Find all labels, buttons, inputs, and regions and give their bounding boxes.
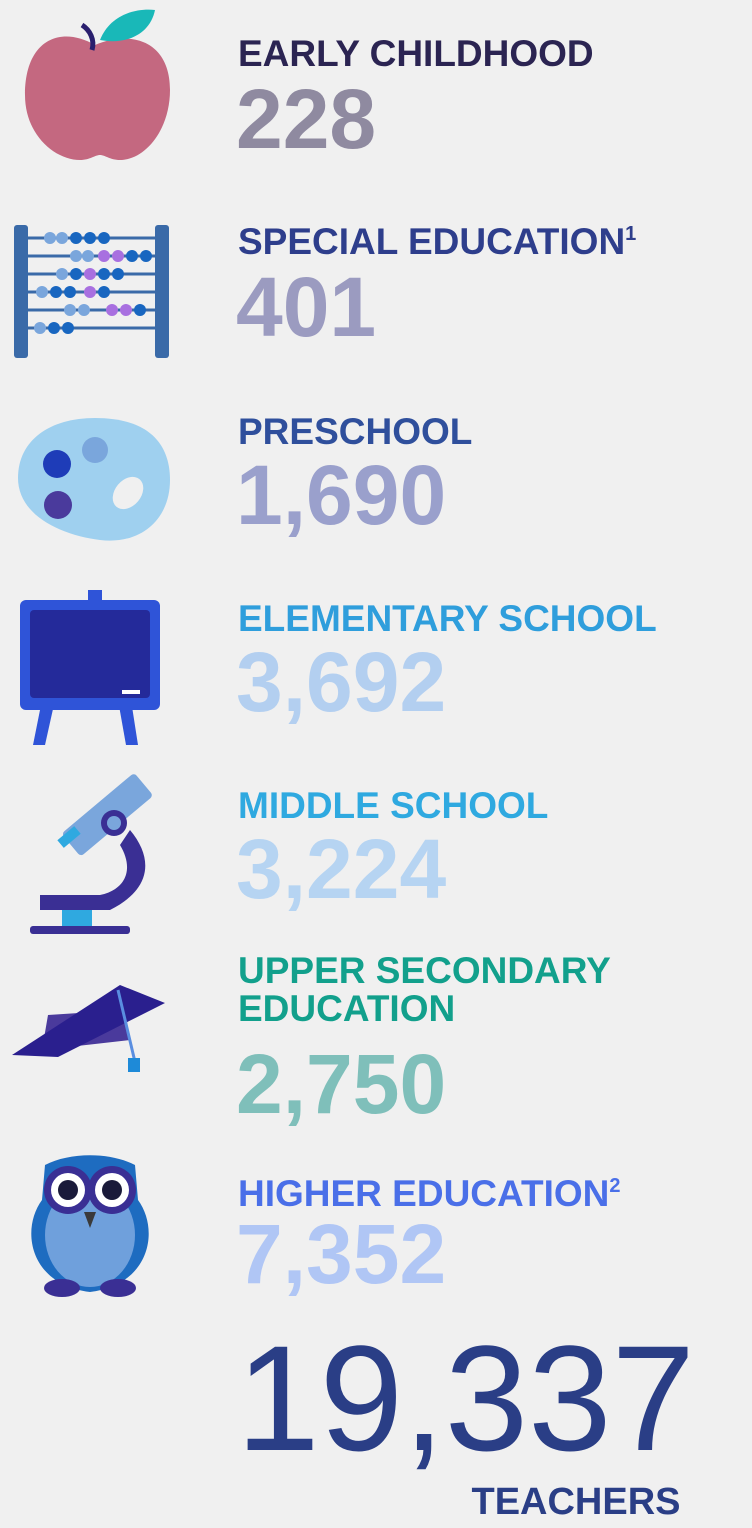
item-value: 3,224: [236, 822, 446, 916]
item-value: 2,750: [236, 1037, 446, 1131]
item-label: HIGHER EDUCATION2: [238, 1173, 621, 1214]
item-label: ELEMENTARY SCHOOL: [238, 598, 657, 639]
item-label: EDUCATION: [238, 988, 455, 1029]
item-label: EARLY CHILDHOOD: [238, 33, 594, 74]
footnote-mark: 2: [609, 1175, 620, 1197]
total-value: 19,337: [236, 1314, 695, 1482]
item-value: 228: [236, 72, 376, 166]
item-label-text: HIGHER EDUCATION: [238, 1173, 609, 1214]
abacus-icon: [14, 225, 169, 358]
item-label-text: ELEMENTARY SCHOOL: [238, 598, 657, 639]
blackboard-icon: [20, 590, 160, 745]
microscope-icon: [30, 774, 152, 934]
item-value: 7,352: [236, 1207, 446, 1301]
item-label-text: SPECIAL EDUCATION: [238, 221, 625, 262]
item-label: PRESCHOOL: [238, 411, 472, 452]
owl-icon: [31, 1155, 149, 1297]
item-label: UPPER SECONDARY: [238, 950, 611, 991]
item-value: 401: [236, 260, 376, 354]
item-value: 1,690: [236, 448, 446, 542]
item-label: SPECIAL EDUCATION1: [238, 221, 636, 262]
item-label-text: PRESCHOOL: [238, 411, 472, 452]
apple-icon: [25, 9, 170, 160]
graduation-cap-icon: [12, 985, 165, 1072]
footnote-mark: 1: [625, 223, 636, 245]
item-label-text: MIDDLE SCHOOL: [238, 785, 548, 826]
item-label-text: EARLY CHILDHOOD: [238, 33, 594, 74]
item-value: 3,692: [236, 635, 446, 729]
palette-icon: [18, 418, 170, 541]
total-caption: TEACHERS: [471, 1481, 680, 1523]
item-label: MIDDLE SCHOOL: [238, 785, 548, 826]
